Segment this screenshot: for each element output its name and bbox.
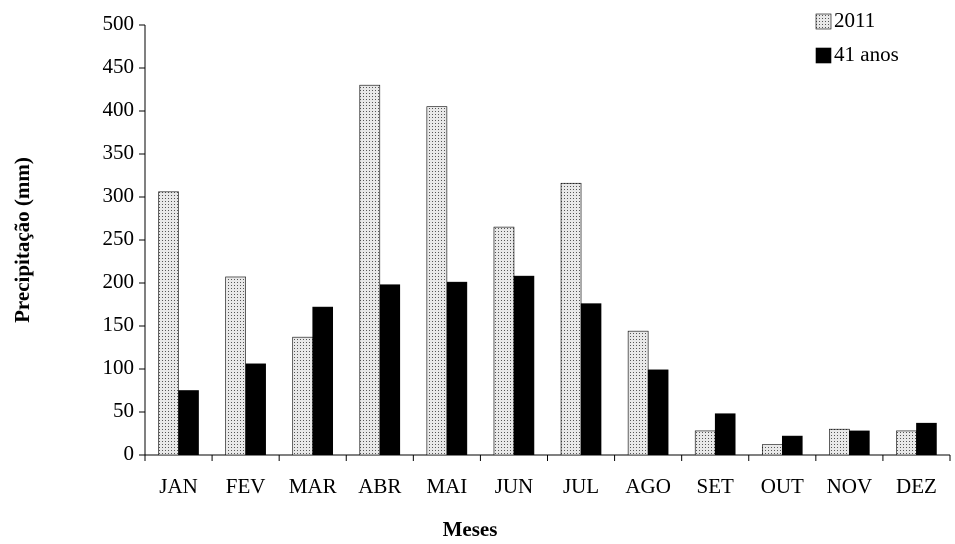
y-tick-label: 500 [103,11,135,35]
bar [493,226,515,456]
x-tick-label: OUT [761,474,804,498]
bar [694,430,716,456]
y-tick-label: 200 [103,269,135,293]
bar [245,363,266,456]
y-tick-label: 350 [103,140,135,164]
legend-label: 2011 [834,8,875,32]
y-tick-label: 300 [103,183,135,207]
x-tick-label: NOV [827,474,873,498]
bar [312,306,334,456]
y-tick-label: 450 [103,54,135,78]
x-tick-label: JAN [159,474,198,498]
bar [225,276,246,456]
bar [513,275,535,456]
bar [426,106,448,456]
bar [781,435,803,456]
x-tick-label: AGO [625,474,671,498]
y-tick-label: 150 [103,312,135,336]
x-tick-label: DEZ [896,474,937,498]
bar [359,84,381,456]
x-axis-label: Meses [443,517,498,541]
y-tick-label: 250 [103,226,135,250]
x-tick-label: JUL [563,474,599,498]
x-tick-label: MAI [426,474,467,498]
x-tick-label: ABR [358,474,401,498]
y-tick-label: 100 [103,355,135,379]
bar [761,444,783,456]
bar [292,336,314,456]
legend-swatch [815,13,832,30]
x-tick-label: FEV [226,474,266,498]
bar [580,303,602,456]
y-tick-label: 50 [113,398,134,422]
bar [446,281,468,456]
y-tick-label: 0 [124,441,135,465]
bar [158,191,179,456]
x-tick-label: SET [697,474,735,498]
bar [647,369,669,456]
bar [714,413,736,456]
bar [829,428,850,456]
x-tick-label: MAR [289,474,337,498]
bar [560,182,582,456]
bar [849,430,870,456]
x-tick-label: JUN [495,474,534,498]
legend-label: 41 anos [834,42,899,66]
y-tick-label: 400 [103,97,135,121]
bar [896,430,917,456]
y-axis-label: Precipitação (mm) [10,157,34,323]
bar [379,284,401,456]
bar [627,330,649,456]
bar [178,390,199,456]
bar [916,422,937,456]
legend-swatch [815,47,832,64]
